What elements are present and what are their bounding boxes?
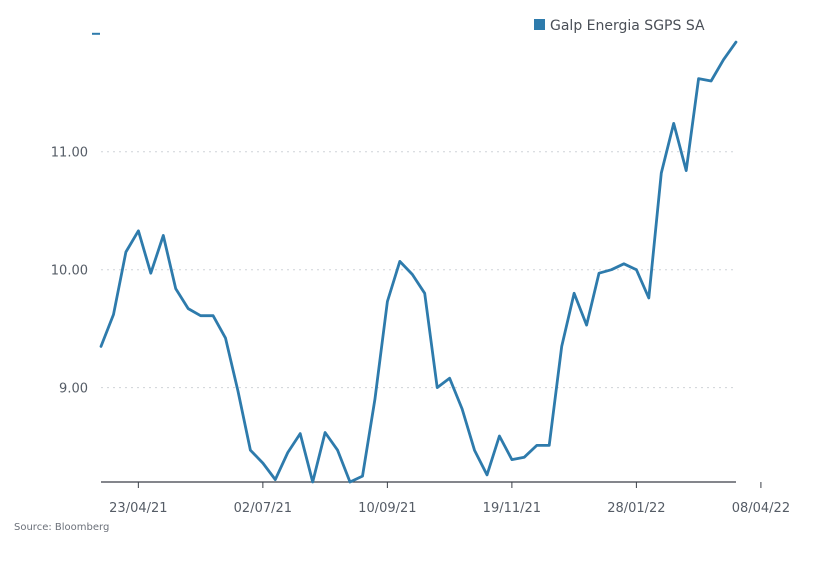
series-line <box>99 40 738 484</box>
x-tick-label: 02/07/21 <box>234 501 292 516</box>
x-axis-ticks: 23/04/21 02/07/21 10/09/21 19/11/21 28/01/22… <box>109 482 790 516</box>
x-tick-label: 19/11/21 <box>483 501 541 516</box>
x-tick-label: 28/01/22 <box>607 501 665 516</box>
legend-label: Galp Energia SGPS SA <box>550 18 705 34</box>
legend-swatch <box>534 19 545 30</box>
x-tick-label: 23/04/21 <box>109 501 167 516</box>
x-tick-label: 10/09/21 <box>358 501 416 516</box>
y-tick-label: 11.00 <box>51 146 88 161</box>
x-tick-label: 08/04/22 <box>732 501 790 516</box>
series-group <box>99 40 738 484</box>
y-tick-label: 9.00 <box>59 382 88 397</box>
gridlines <box>101 151 736 389</box>
y-axis-ticks: 9.00 10.00 11.00 <box>51 32 100 397</box>
source-note: Source: Bloomberg <box>14 522 109 533</box>
legend: Galp Energia SGPS SA <box>534 18 705 34</box>
y-tick-label: 10.00 <box>51 264 88 279</box>
